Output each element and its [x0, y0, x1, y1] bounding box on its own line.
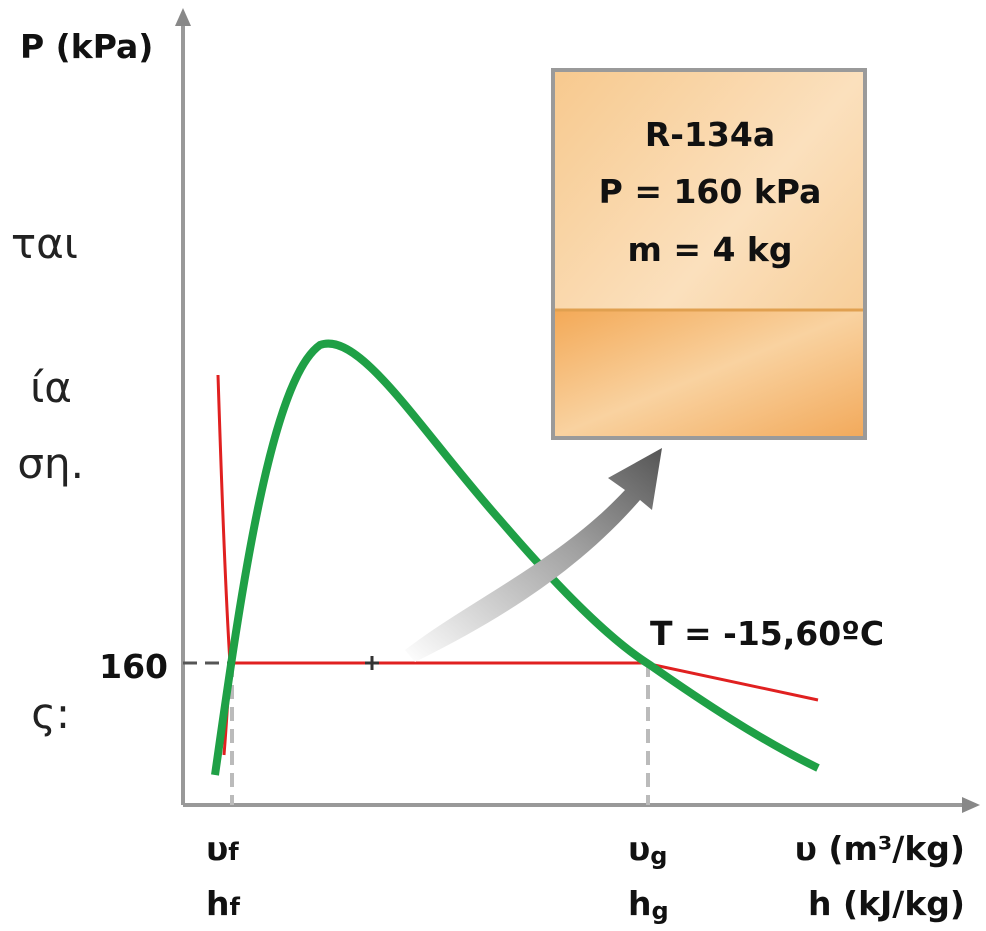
label-part: h	[206, 884, 230, 923]
state-point	[365, 656, 379, 670]
vg-label: υg	[628, 829, 667, 870]
side-text: ται	[11, 219, 78, 268]
box-text: R-134a	[645, 115, 775, 154]
pressure-label: 160	[99, 647, 168, 686]
y-axis-arrow	[175, 8, 191, 26]
temperature-label: T = -15,60ºC	[650, 614, 884, 653]
box-text: m = 4 kg	[627, 230, 792, 269]
label-part: f	[228, 838, 239, 866]
label-part: g	[650, 842, 667, 870]
x-axis-arrow	[962, 797, 980, 813]
liquid	[555, 310, 863, 436]
box-text: P = 160 kPa	[599, 172, 822, 211]
x-axis-label: υ (m³/kg)	[795, 829, 965, 868]
label-part: υ	[206, 829, 228, 868]
label-part: f	[230, 893, 241, 921]
label-part: g	[652, 897, 669, 925]
vf-label: υf	[206, 829, 239, 868]
side-text: ία	[30, 363, 72, 412]
saturation-dome	[211, 339, 820, 776]
label-part: h	[628, 884, 652, 923]
x-axis-label: h (kJ/kg)	[808, 884, 965, 923]
side-text: ση.	[17, 439, 84, 488]
y-axis-label: P (kPa)	[20, 27, 153, 66]
label-part: υ	[628, 829, 650, 868]
hf-label: hf	[206, 884, 241, 923]
hg-label: hg	[628, 884, 669, 925]
pointer-arrow	[405, 448, 662, 662]
side-text: ς:	[31, 689, 70, 738]
